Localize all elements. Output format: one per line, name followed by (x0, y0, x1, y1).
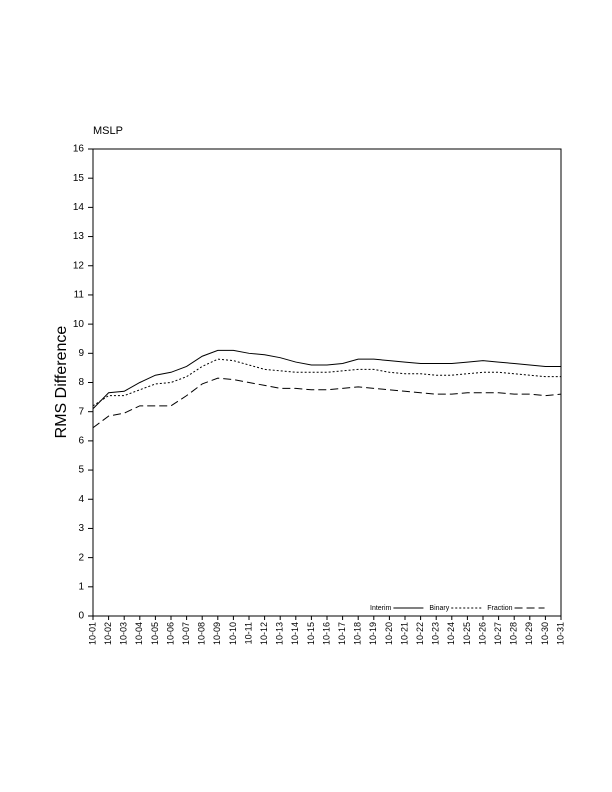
y-tick-label: 9 (78, 348, 84, 359)
y-tick-label: 16 (73, 144, 85, 155)
x-tick-label: 10-13 (275, 622, 285, 645)
y-tick-label: 0 (78, 611, 84, 622)
x-tick-label: 10-19 (368, 622, 378, 645)
x-tick-label: 10-16 (321, 622, 331, 645)
x-tick-label: 10-26 (477, 622, 487, 645)
legend-label: Interim (370, 605, 392, 612)
x-tick-label: 10-28 (509, 622, 519, 645)
legend-label: Fraction (487, 605, 512, 612)
x-tick-label: 10-23 (431, 622, 441, 645)
x-tick-label: 10-15 (306, 622, 316, 645)
x-tick-label: 10-12 (259, 622, 269, 645)
y-tick-label: 8 (78, 377, 84, 388)
x-tick-label: 10-29 (524, 622, 534, 645)
x-tick-label: 10-05 (150, 622, 160, 645)
x-tick-label: 10-03 (119, 622, 129, 645)
y-tick-label: 13 (73, 231, 85, 242)
y-tick-label: 1 (78, 581, 84, 592)
y-tick-label: 11 (74, 290, 85, 301)
x-tick-label: 10-27 (493, 622, 503, 645)
x-tick-label: 10-07 (181, 622, 191, 645)
x-tick-label: 10-30 (540, 622, 550, 645)
x-tick-label: 10-25 (462, 622, 472, 645)
x-tick-label: 10-04 (134, 622, 144, 645)
line-series (92, 349, 561, 410)
y-tick-label: 7 (78, 406, 84, 417)
x-tick-label: 10-20 (384, 622, 394, 645)
y-tick-label: 2 (78, 552, 84, 563)
x-tick-label: 10-17 (337, 622, 347, 645)
x-tick-label: 10-22 (415, 622, 425, 645)
y-tick-label: 15 (73, 173, 85, 184)
y-tick-label: 4 (78, 494, 84, 505)
x-tick-label: 10-11 (243, 622, 253, 644)
x-tick-label: 10-18 (353, 622, 363, 645)
y-axis-label: RMS Difference (53, 326, 70, 439)
x-tick-label: 10-14 (290, 622, 300, 645)
y-tick-label: 10 (73, 319, 85, 330)
x-tick-label: 10-31 (555, 622, 565, 645)
y-tick-label: 14 (73, 202, 85, 213)
x-tick-label: 10-06 (165, 622, 175, 645)
x-tick-label: 10-21 (399, 622, 409, 645)
y-tick-label: 12 (73, 260, 85, 271)
x-tick-label: 10-24 (446, 622, 456, 645)
chart-title: MSLP (93, 125, 123, 137)
x-tick-label: 10-01 (87, 622, 97, 645)
y-tick-label: 3 (78, 523, 84, 534)
x-tick-label: 10-08 (197, 622, 207, 645)
x-tick-label: 10-02 (103, 622, 113, 645)
y-tick-label: 5 (78, 465, 84, 476)
y-tick-label: 6 (78, 436, 84, 447)
x-tick-label: 10-09 (212, 622, 222, 645)
legend-label: Binary (429, 605, 449, 612)
x-tick-label: 10-10 (228, 622, 238, 645)
